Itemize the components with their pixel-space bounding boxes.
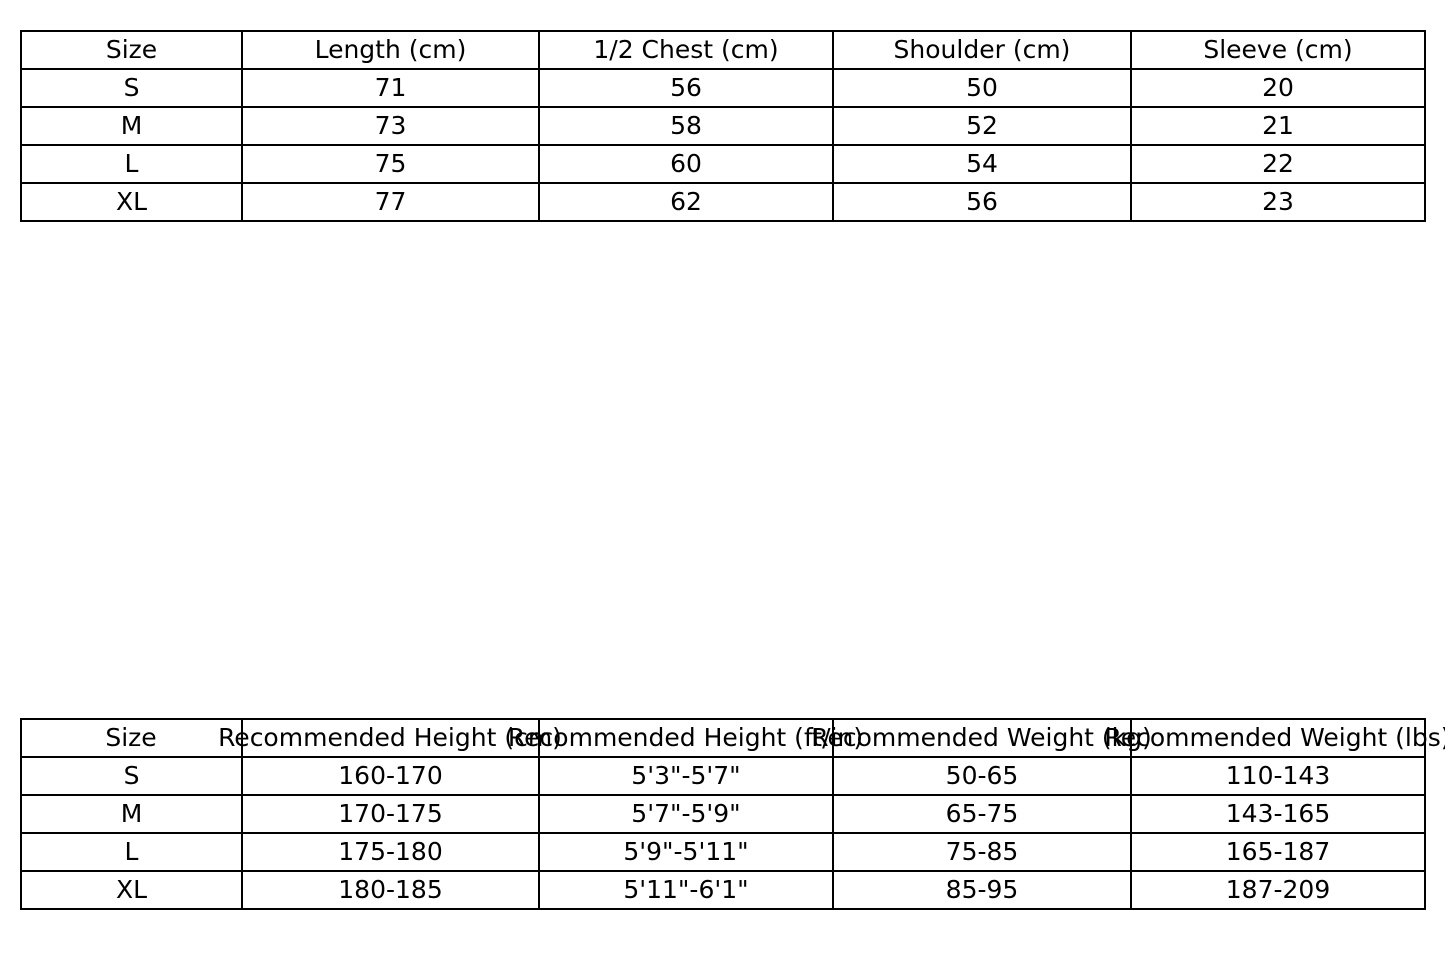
- cell-size: XL: [20, 182, 243, 222]
- cell-height-cm: 180-185: [241, 870, 540, 910]
- cell-shoulder: 54: [832, 144, 1132, 184]
- column-header-half-chest: 1/2 Chest (cm): [538, 30, 834, 70]
- cell-size: M: [20, 794, 243, 834]
- cell-size: L: [20, 144, 243, 184]
- table-row: M 73 58 52 21: [20, 106, 1426, 146]
- cell-weight-kg: 50-65: [832, 756, 1132, 796]
- column-header-recommended-height-ftin: Recommended Height (ft/in): [507, 718, 864, 758]
- cell-size: XL: [20, 870, 243, 910]
- cell-height-cm: 175-180: [241, 832, 540, 872]
- cell-length: 71: [241, 68, 540, 108]
- cell-sleeve: 21: [1130, 106, 1426, 146]
- cell-height-cm: 170-175: [241, 794, 540, 834]
- recommended-fit-table: Size Recommended Height (cm) Recommended…: [20, 718, 1445, 910]
- cell-weight-kg: 65-75: [832, 794, 1132, 834]
- column-header-recommended-weight-lbs: Recommended Weight (lbs): [1104, 718, 1445, 758]
- header-text-wrap: Size: [105, 723, 157, 752]
- garment-measurements-table: Size Length (cm) 1/2 Chest (cm) Shoulder…: [20, 30, 1426, 222]
- cell-height-cm: 160-170: [241, 756, 540, 796]
- table-header-row: Size Length (cm) 1/2 Chest (cm) Shoulder…: [20, 30, 1426, 70]
- cell-shoulder: 56: [832, 182, 1132, 222]
- cell-length: 75: [241, 144, 540, 184]
- cell-size: S: [20, 756, 243, 796]
- header-text-wrap: Recommended Weight (lbs): [1104, 723, 1445, 752]
- cell-height-ftin: 5'9"-5'11": [538, 832, 834, 872]
- table-row: S 160-170 5'3"-5'7" 50-65 110-143: [20, 756, 1426, 796]
- table-row: L 175-180 5'9"-5'11" 75-85 165-187: [20, 832, 1426, 872]
- cell-height-ftin: 5'7"-5'9": [538, 794, 834, 834]
- cell-weight-kg: 75-85: [832, 832, 1132, 872]
- table-row: XL 77 62 56 23: [20, 182, 1426, 222]
- cell-height-ftin: 5'3"-5'7": [538, 756, 834, 796]
- column-header-sleeve: Sleeve (cm): [1130, 30, 1426, 70]
- header-text-wrap: Recommended Height (ft/in): [507, 723, 864, 752]
- cell-size: L: [20, 832, 243, 872]
- cell-weight-kg: 85-95: [832, 870, 1132, 910]
- cell-shoulder: 52: [832, 106, 1132, 146]
- cell-size: S: [20, 68, 243, 108]
- header-text-wrap: Recommended Height (cm): [218, 723, 562, 752]
- cell-half-chest: 62: [538, 182, 834, 222]
- cell-half-chest: 58: [538, 106, 834, 146]
- cell-height-ftin: 5'11"-6'1": [538, 870, 834, 910]
- cell-size: M: [20, 106, 243, 146]
- cell-shoulder: 50: [832, 68, 1132, 108]
- cell-sleeve: 22: [1130, 144, 1426, 184]
- header-text-wrap: Recommended Weight (kg): [811, 723, 1152, 752]
- cell-weight-lbs: 187-209: [1130, 870, 1426, 910]
- cell-sleeve: 23: [1130, 182, 1426, 222]
- cell-length: 77: [241, 182, 540, 222]
- cell-weight-lbs: 165-187: [1130, 832, 1426, 872]
- table-header-row: Size Recommended Height (cm) Recommended…: [20, 718, 1445, 758]
- cell-length: 73: [241, 106, 540, 146]
- column-header-length: Length (cm): [241, 30, 540, 70]
- table-row: S 71 56 50 20: [20, 68, 1426, 108]
- cell-sleeve: 20: [1130, 68, 1426, 108]
- cell-weight-lbs: 143-165: [1130, 794, 1426, 834]
- column-header-recommended-weight-kg: Recommended Weight (kg): [811, 718, 1152, 758]
- cell-half-chest: 56: [538, 68, 834, 108]
- column-header-recommended-height-cm: Recommended Height (cm): [218, 718, 562, 758]
- table-row: L 75 60 54 22: [20, 144, 1426, 184]
- column-header-size: Size: [20, 30, 243, 70]
- cell-weight-lbs: 110-143: [1130, 756, 1426, 796]
- column-header-shoulder: Shoulder (cm): [832, 30, 1132, 70]
- column-header-size: Size: [20, 718, 243, 758]
- table-row: XL 180-185 5'11"-6'1" 85-95 187-209: [20, 870, 1426, 910]
- cell-half-chest: 60: [538, 144, 834, 184]
- table-row: M 170-175 5'7"-5'9" 65-75 143-165: [20, 794, 1426, 834]
